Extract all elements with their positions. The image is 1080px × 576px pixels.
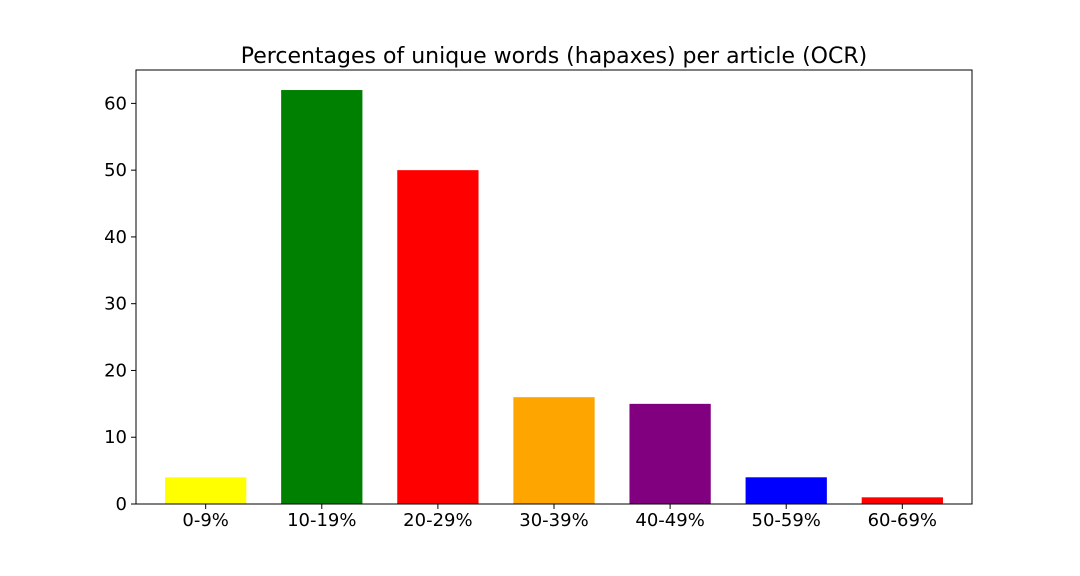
y-tick-label: 10	[104, 427, 127, 448]
x-tick-label: 10-19%	[287, 510, 356, 531]
x-tick-label: 30-39%	[519, 510, 588, 531]
bar-5	[745, 477, 827, 504]
bars-layer	[165, 90, 943, 505]
x-tick-label: 20-29%	[403, 510, 472, 531]
bar-1	[281, 90, 363, 505]
bar-6	[861, 497, 943, 504]
bar-4	[629, 403, 711, 504]
bar-2	[397, 170, 479, 504]
y-tick-label: 0	[116, 494, 127, 515]
chart-title: Percentages of unique words (hapaxes) pe…	[241, 44, 867, 69]
x-tick-label: 40-49%	[635, 510, 704, 531]
y-tick-label: 40	[104, 227, 127, 248]
x-tick-label: 50-59%	[752, 510, 821, 531]
y-tick-label: 20	[104, 360, 127, 381]
y-axis: 0 10 20 30 40 50 60	[104, 93, 136, 515]
y-tick-label: 30	[104, 294, 127, 315]
x-tick-label: 60-69%	[868, 510, 937, 531]
bar-3	[513, 397, 595, 504]
y-tick-label: 60	[104, 93, 127, 114]
x-axis: 0-9% 10-19% 20-29% 30-39% 40-49% 50-59% 60-69%	[182, 504, 937, 531]
x-tick-label: 0-9%	[182, 510, 229, 531]
y-tick-label: 50	[104, 160, 127, 181]
bar-0	[165, 477, 247, 504]
